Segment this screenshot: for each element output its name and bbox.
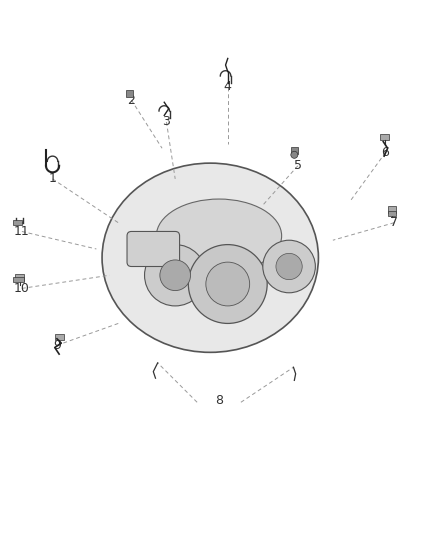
- Text: 4: 4: [224, 80, 232, 93]
- Circle shape: [263, 240, 315, 293]
- Text: 8: 8: [215, 393, 223, 407]
- Text: 3: 3: [162, 116, 170, 128]
- Bar: [388, 206, 396, 213]
- Text: 10: 10: [14, 282, 30, 295]
- Text: 2: 2: [127, 94, 135, 107]
- Circle shape: [188, 245, 267, 324]
- Circle shape: [145, 245, 206, 306]
- Ellipse shape: [156, 199, 282, 273]
- Text: 11: 11: [14, 225, 30, 238]
- Bar: [126, 90, 133, 97]
- Text: 7: 7: [390, 216, 398, 229]
- Circle shape: [206, 262, 250, 306]
- Circle shape: [291, 151, 298, 158]
- Text: 9: 9: [53, 339, 61, 352]
- Bar: [15, 274, 24, 280]
- FancyBboxPatch shape: [127, 231, 180, 266]
- Text: 6: 6: [381, 146, 389, 159]
- Ellipse shape: [102, 163, 318, 352]
- Text: 5: 5: [294, 159, 302, 172]
- Bar: [55, 334, 64, 340]
- Bar: [388, 211, 396, 216]
- Circle shape: [160, 260, 191, 290]
- Circle shape: [276, 253, 302, 280]
- Bar: [380, 134, 389, 140]
- Bar: [13, 220, 22, 225]
- Bar: [13, 277, 24, 282]
- Bar: [291, 147, 298, 154]
- Text: 1: 1: [49, 172, 57, 185]
